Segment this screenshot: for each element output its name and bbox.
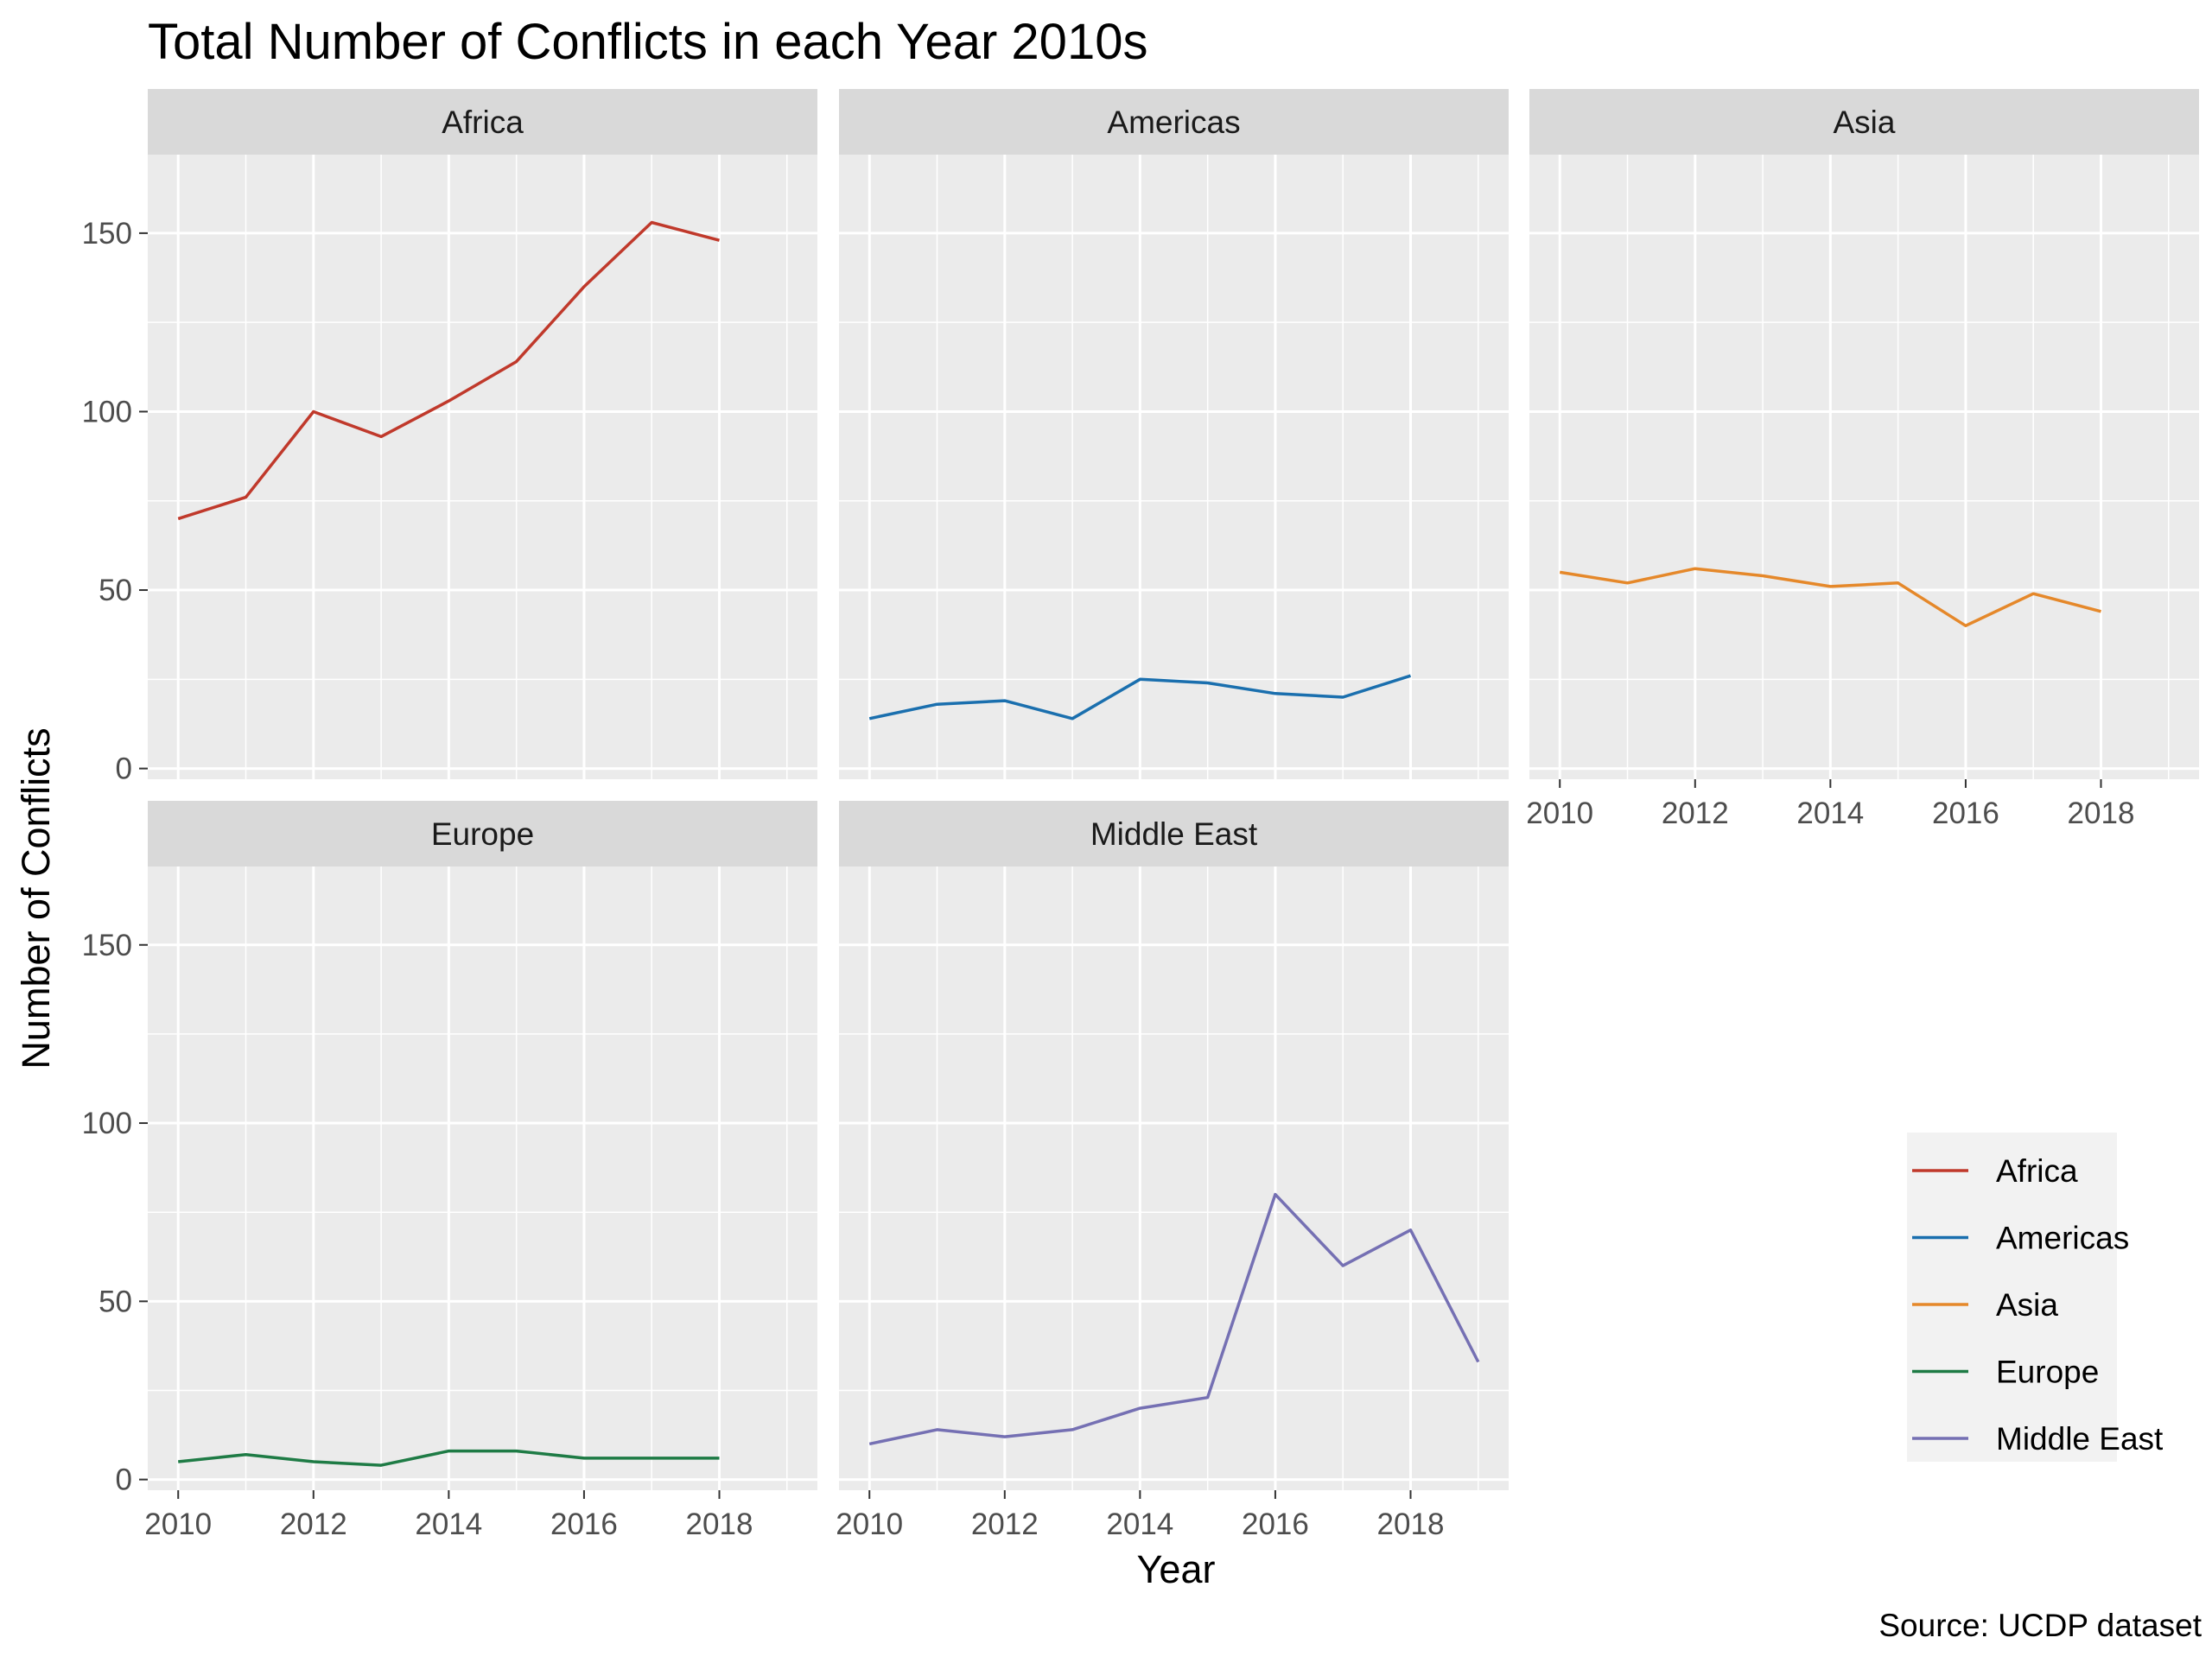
legend-label-europe: Europe	[1996, 1355, 2099, 1390]
x-tick-label: 2016	[550, 1507, 618, 1541]
facet-panel-americas: Americas	[839, 89, 1509, 779]
legend-item-asia: Asia	[1912, 1287, 2058, 1323]
series-line-europe	[178, 1449, 720, 1467]
panel-background-americas	[839, 155, 1509, 779]
facet-strip-label-africa: Africa	[442, 105, 524, 140]
facet-strip-middle-east	[839, 801, 1509, 866]
x-tick-label: 2018	[686, 1507, 753, 1541]
facet-panel-europe: Europe 0 50 100 150 2010 2012 2014 2016 2018	[82, 801, 817, 1541]
legend-item-americas: Americas	[1912, 1221, 2129, 1256]
x-tick-label: 2016	[1242, 1507, 1309, 1541]
legend-item-europe: Europe	[1912, 1355, 2099, 1390]
panel-background-middle-east	[839, 866, 1509, 1490]
series-line-middle-east	[868, 1192, 1480, 1446]
x-tick-label: 2014	[1796, 797, 1864, 830]
y-axis-title: Number of Conflicts	[14, 727, 58, 1069]
x-tick-label: 2012	[1662, 797, 1729, 830]
legend-label-africa: Africa	[1996, 1153, 2078, 1189]
y-tick-label: 0	[116, 752, 132, 786]
x-tick-label: 2018	[1377, 1507, 1445, 1541]
series-line-asia	[1559, 567, 2101, 628]
legend-item-africa: Africa	[1912, 1153, 2078, 1189]
facet-strip-africa	[148, 89, 817, 155]
facet-panels: Africa 0 50 100 150 Americas Asia 2010 2012 2014 2…	[82, 89, 2199, 1541]
y-tick-label: 50	[99, 574, 132, 607]
legend-background	[1907, 1133, 2117, 1462]
facet-strip-asia	[1529, 89, 2199, 155]
x-axis-title: Year	[1137, 1547, 1216, 1591]
x-tick-label: 2010	[836, 1507, 903, 1541]
legend-label-middle-east: Middle East	[1996, 1421, 2164, 1457]
x-tick-label: 2012	[971, 1507, 1039, 1541]
x-tick-label: 2010	[144, 1507, 212, 1541]
facet-strip-label-asia: Asia	[1834, 105, 1896, 140]
facet-strip-label-middle-east: Middle East	[1090, 816, 1258, 852]
y-tick-label: 150	[82, 929, 132, 962]
facet-strip-label-europe: Europe	[431, 816, 534, 852]
legend-item-middle-east: Middle East	[1912, 1421, 2164, 1457]
y-tick-label: 0	[116, 1463, 132, 1497]
panel-background-africa	[148, 155, 817, 779]
facet-strip-europe	[148, 801, 817, 866]
x-tick-label: 2010	[1526, 797, 1593, 830]
series-line-americas	[868, 674, 1412, 720]
facet-strip-americas	[839, 89, 1509, 155]
facet-strip-label-americas: Americas	[1107, 105, 1240, 140]
y-tick-label: 50	[99, 1285, 132, 1318]
y-tick-label: 150	[82, 217, 132, 251]
y-tick-label: 100	[82, 1107, 132, 1140]
chart-title: Total Number of Conflicts in each Year 2…	[148, 14, 1147, 70]
series-line-africa	[177, 220, 720, 521]
source-caption: Source: UCDP dataset	[1878, 1608, 2202, 1643]
panel-background-asia	[1529, 155, 2199, 779]
legend-label-asia: Asia	[1996, 1287, 2058, 1323]
facet-panel-africa: Africa 0 50 100 150	[82, 89, 817, 786]
legend: Africa Americas Asia Europe Middle East	[1907, 1133, 2164, 1462]
x-tick-label: 2018	[2068, 797, 2135, 830]
y-tick-label: 100	[82, 395, 132, 428]
x-tick-label: 2014	[415, 1507, 482, 1541]
x-tick-label: 2012	[280, 1507, 347, 1541]
facet-panel-asia: Asia 2010 2012 2014 2016 2018	[1526, 89, 2199, 830]
facet-panel-middle-east: Middle East 2010 2012 2014 2016 2018	[836, 801, 1509, 1541]
x-tick-label: 2014	[1106, 1507, 1173, 1541]
panel-background-europe	[148, 866, 817, 1490]
legend-label-americas: Americas	[1996, 1221, 2129, 1256]
x-tick-label: 2016	[1932, 797, 1999, 830]
